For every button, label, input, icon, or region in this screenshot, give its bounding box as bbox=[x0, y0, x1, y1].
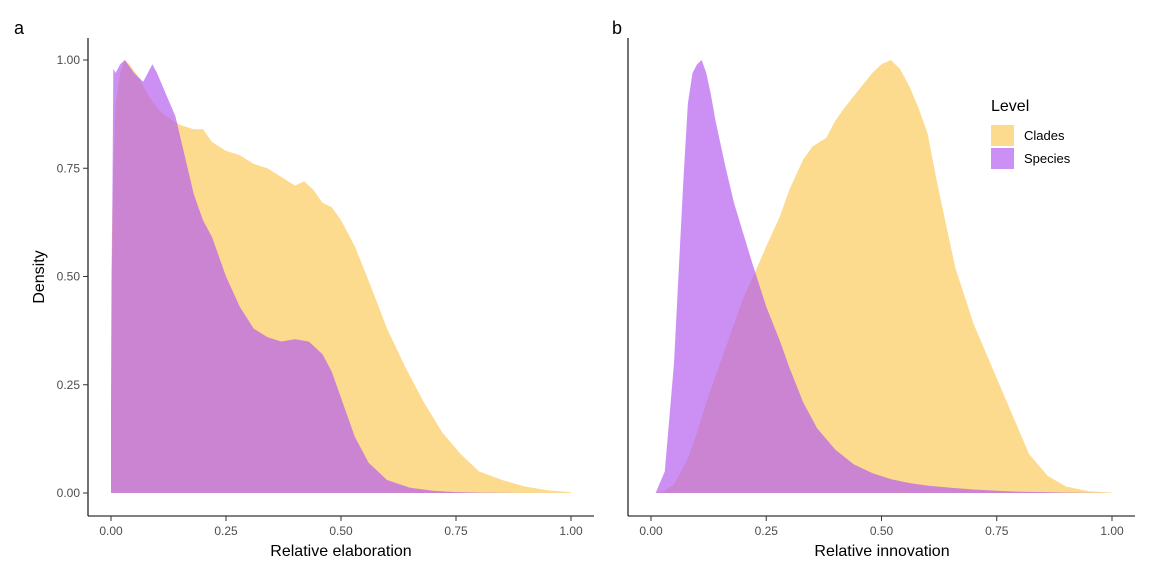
panel-a-x-tick-label: 0.50 bbox=[329, 524, 353, 538]
panel-b-x-tick-label: 1.00 bbox=[1100, 524, 1124, 538]
legend-title: Level bbox=[991, 98, 1029, 115]
panel-a-x-tick-label: 0.00 bbox=[99, 524, 123, 538]
panel-b-x-tick-label: 0.25 bbox=[755, 524, 779, 538]
panel-a-y-tick-label: 0.50 bbox=[57, 270, 81, 284]
panel-a-y-ticks: 0.00 0.25 0.50 0.75 1.00 bbox=[57, 53, 88, 500]
panel-b-tag: b bbox=[612, 18, 622, 38]
legend-label-clades: Clades bbox=[1024, 128, 1065, 143]
panel-b-plot-area bbox=[655, 60, 1112, 493]
panel-a-tag: a bbox=[14, 18, 25, 38]
panel-a-density-species bbox=[111, 60, 571, 493]
panel-a-y-tick-label: 1.00 bbox=[57, 53, 81, 67]
legend-swatch-clades bbox=[991, 125, 1014, 146]
panel-b-density-species bbox=[655, 60, 1112, 493]
panel-b-x-axis-title: Relative innovation bbox=[814, 543, 949, 560]
panel-b-x-tick-label: 0.50 bbox=[870, 524, 894, 538]
legend: Level Clades Species bbox=[991, 98, 1071, 169]
panel-a-x-tick-label: 1.00 bbox=[559, 524, 583, 538]
panel-a-x-axis-title: Relative elaboration bbox=[270, 543, 411, 560]
panel-a-y-tick-label: 0.00 bbox=[57, 486, 81, 500]
panel-b-x-tick-label: 0.75 bbox=[985, 524, 1009, 538]
panel-a-x-ticks: 0.00 0.25 0.50 0.75 1.00 bbox=[99, 516, 583, 538]
panel-b-x-ticks: 0.00 0.25 0.50 0.75 1.00 bbox=[639, 516, 1124, 538]
panel-a-x-tick-label: 0.75 bbox=[444, 524, 468, 538]
legend-label-species: Species bbox=[1024, 151, 1071, 166]
panel-a-y-axis-title: Density bbox=[31, 250, 48, 303]
panel-b-x-tick-label: 0.00 bbox=[639, 524, 663, 538]
panel-a-y-tick-label: 0.25 bbox=[57, 378, 81, 392]
legend-swatch-species bbox=[991, 148, 1014, 169]
panel-b: b 0.00 0.25 0.50 0.75 1.00 Relative innovati… bbox=[612, 18, 1135, 560]
panel-a: a 0.00 0.25 0.50 0.75 1.00 0.00 0.25 0.50 0.75 1… bbox=[14, 18, 594, 560]
panel-a-y-tick-label: 0.75 bbox=[57, 161, 81, 175]
panel-a-x-tick-label: 0.25 bbox=[214, 524, 238, 538]
panel-a-plot-area bbox=[111, 60, 571, 493]
